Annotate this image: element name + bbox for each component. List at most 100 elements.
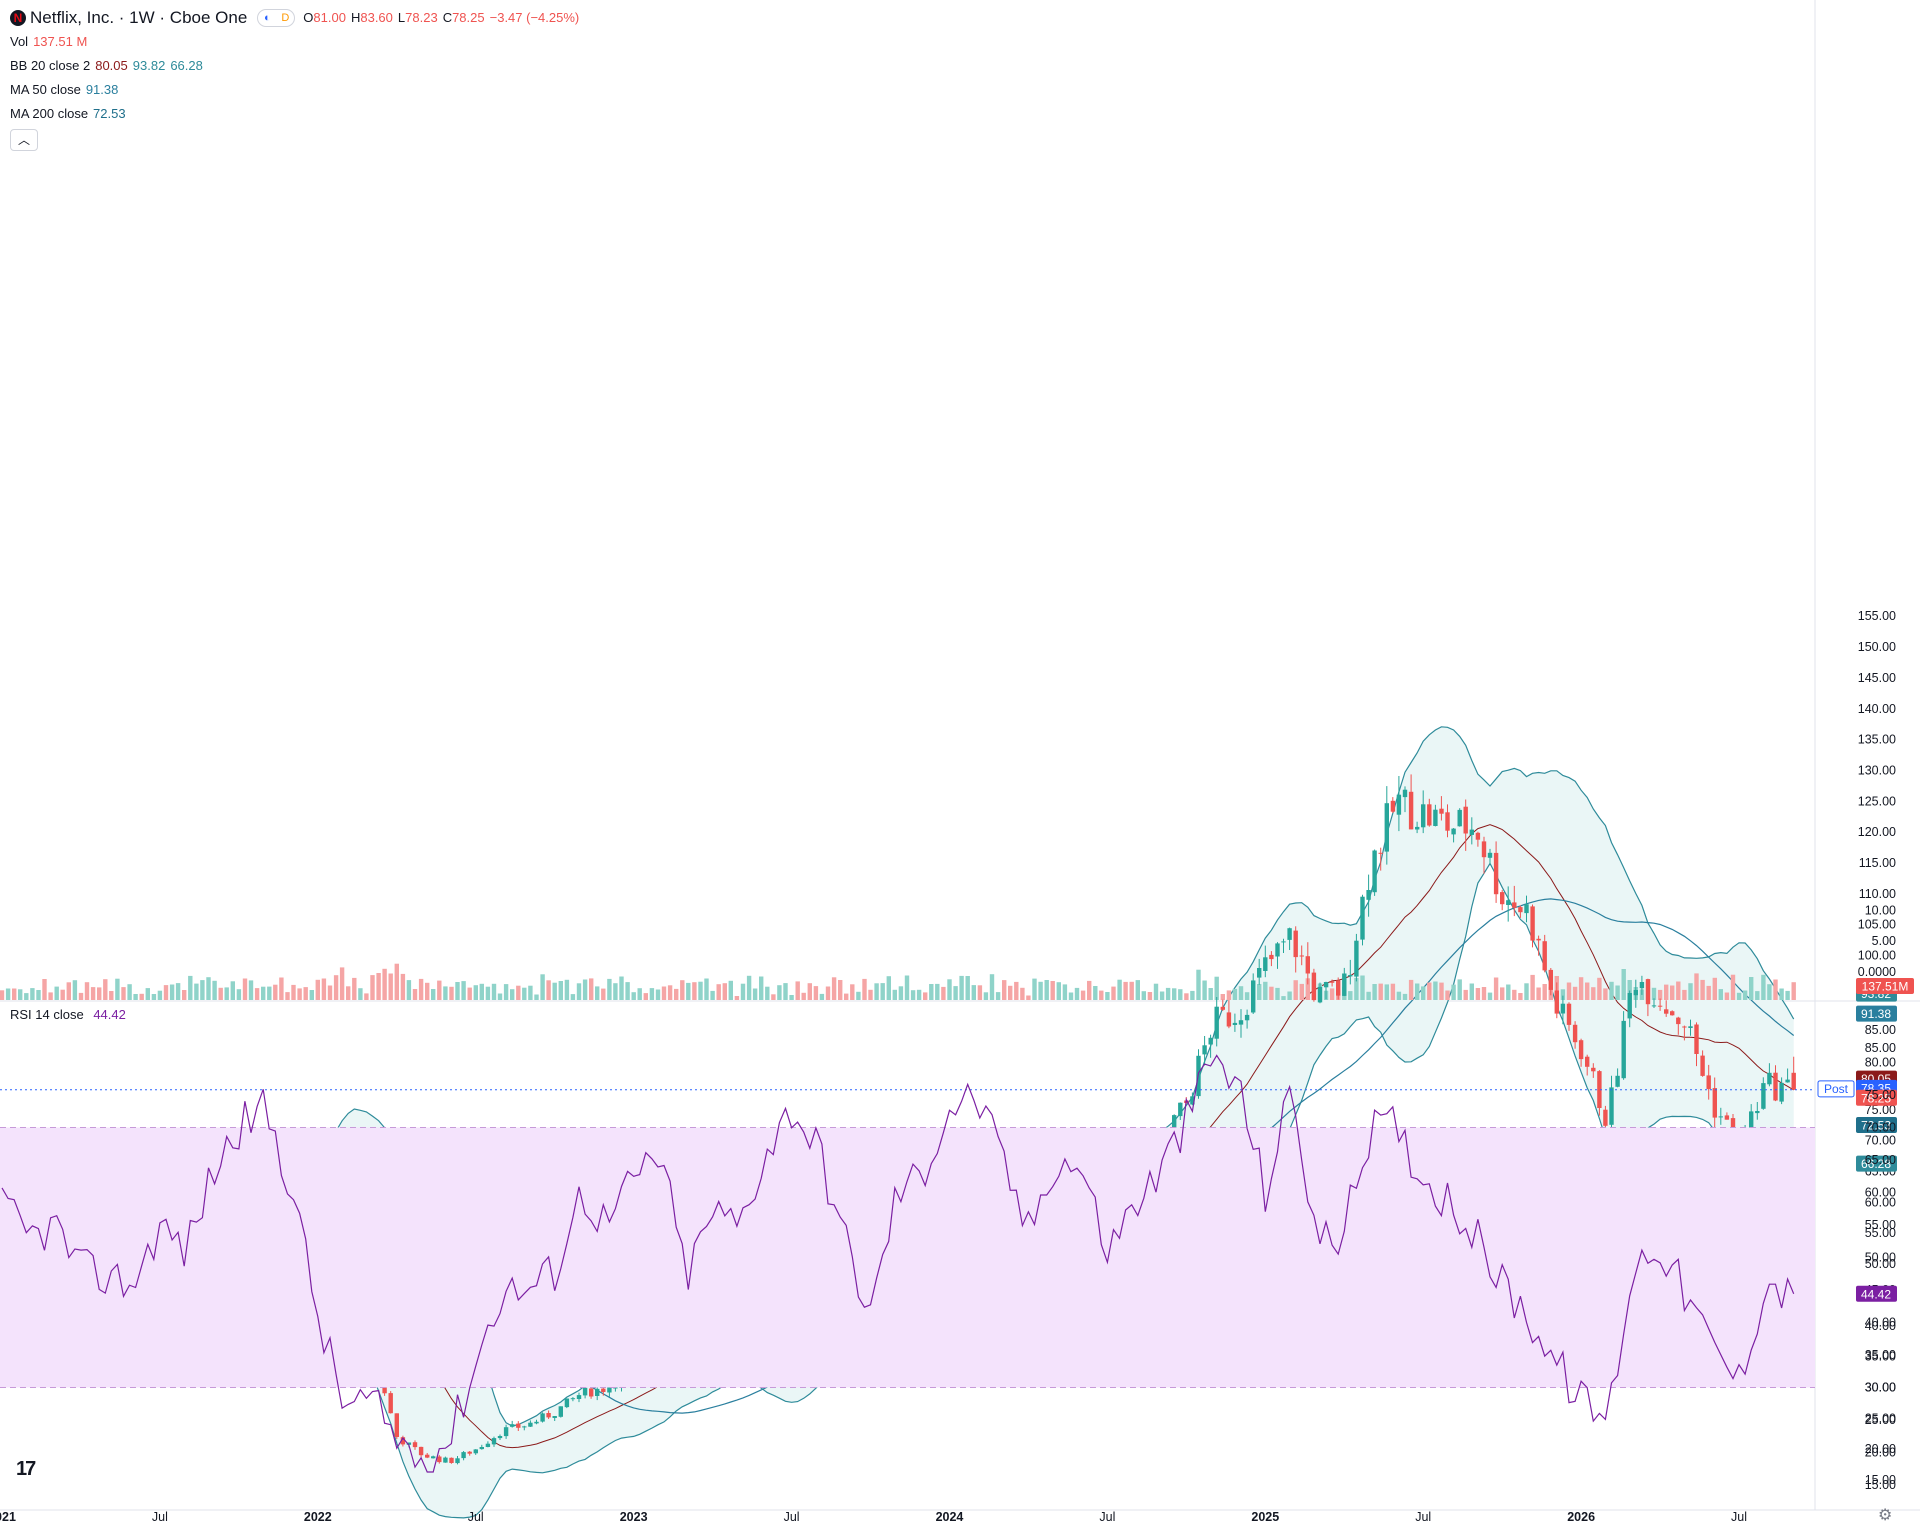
volume-bar	[1767, 984, 1772, 1000]
volume-bar	[1293, 980, 1298, 1000]
candle	[1415, 826, 1420, 830]
candle	[503, 1427, 509, 1437]
gear-icon[interactable]: ⚙	[1878, 1507, 1893, 1524]
volume-bar	[36, 990, 41, 1000]
volume-bar	[60, 989, 65, 1000]
volume-bar	[394, 963, 399, 1000]
volume-bar	[1038, 981, 1043, 1000]
volume-bar	[734, 996, 740, 1000]
bb-lower-tag-text: 66.28	[1861, 1157, 1891, 1171]
volume-bar	[1141, 991, 1146, 1000]
volume-bar	[218, 987, 223, 1000]
price-axis-tick: 115.00	[1859, 856, 1896, 870]
candle	[406, 1442, 412, 1445]
candle	[522, 1426, 527, 1428]
volume-bar	[1566, 982, 1572, 1000]
volume-bar	[1111, 986, 1116, 1000]
volume-bar	[1287, 991, 1292, 1000]
volume-bar	[953, 986, 958, 1000]
candle	[1257, 968, 1262, 978]
candle	[1202, 1045, 1207, 1055]
volume-bar	[157, 990, 163, 1000]
volume-bar	[880, 983, 885, 1000]
volume-bar	[752, 988, 758, 1000]
volume-bar	[479, 983, 484, 1000]
volume-axis-tick: 0.0000	[1858, 965, 1896, 979]
rsi-axis-tick: 25.00	[1865, 1413, 1896, 1427]
price-axis-tick: 40.00	[1865, 1319, 1896, 1333]
candle	[546, 1413, 551, 1418]
candle	[479, 1447, 484, 1450]
volume-bar	[1664, 984, 1669, 1000]
legend-ma200[interactable]: MA 200 close 72.53	[10, 102, 584, 126]
volume-bar	[303, 987, 308, 1000]
volume-bar	[333, 975, 339, 1000]
volume-axis-tick: 5.00	[1872, 934, 1896, 948]
volume-bar	[1220, 994, 1225, 1000]
bb-label: BB 20 close 2	[10, 58, 91, 73]
candle	[1172, 1115, 1177, 1130]
volume-bar	[121, 987, 126, 1000]
candle	[1578, 1040, 1584, 1060]
time-axis-tick: Jul	[152, 1510, 168, 1524]
volume-bar	[358, 988, 363, 1000]
volume-bar	[576, 983, 582, 1000]
volume-bar	[388, 973, 393, 1000]
candle	[1244, 1014, 1250, 1021]
volume-bar	[1354, 977, 1359, 1000]
symbol-title[interactable]: Netflix, Inc. · 1W · Cboe One	[30, 8, 248, 27]
volume-bar	[1463, 989, 1468, 1000]
candle	[1597, 1071, 1602, 1108]
volume-bar	[1153, 983, 1159, 1000]
volume-bar	[1172, 988, 1177, 1000]
ohlc-high-value: 83.60	[360, 10, 393, 25]
rsi-axis-tick: 70.00	[1865, 1121, 1896, 1135]
volume-bar	[1232, 988, 1238, 1000]
volume-bar	[1360, 975, 1365, 1000]
post-label-text: Post	[1824, 1082, 1849, 1096]
volume-bar	[916, 989, 922, 1000]
volume-bar	[1615, 985, 1620, 1000]
volume-bar	[48, 992, 53, 1000]
price-axis-tick: 155.00	[1858, 609, 1896, 623]
candle	[1220, 1006, 1225, 1010]
volume-bar	[601, 988, 606, 1000]
collapse-legend-button[interactable]: ︿	[10, 129, 38, 151]
candle	[552, 1416, 557, 1418]
tradingview-logo-icon[interactable]: 17	[16, 1458, 36, 1480]
volume-bar	[1591, 987, 1596, 1000]
volume-bar	[1026, 995, 1031, 1000]
post-label-bg	[1817, 1080, 1855, 1098]
volume-bar	[868, 989, 873, 1000]
volume-bar	[1014, 981, 1019, 1000]
volume-bar	[1609, 981, 1614, 1000]
volume-bar	[789, 995, 794, 1000]
candle	[1633, 990, 1638, 996]
volume-bar	[801, 992, 806, 1000]
candle	[516, 1423, 521, 1428]
legend-bb[interactable]: BB 20 close 2 80.05 93.82 66.28	[10, 54, 584, 78]
candle	[1524, 904, 1529, 914]
candle	[473, 1449, 478, 1454]
rsi-legend[interactable]: RSI 14 close 44.42	[10, 1007, 126, 1022]
volume-bar	[84, 982, 90, 1000]
volume-bar	[5, 988, 11, 1000]
volume-bar	[145, 988, 150, 1000]
volume-bar	[1044, 980, 1049, 1000]
volume-bar	[461, 981, 466, 1000]
candle	[534, 1421, 539, 1424]
ma200-label: MA 200 close	[10, 106, 89, 121]
volume-bar	[1657, 989, 1663, 1000]
volume-bar	[1791, 982, 1796, 1000]
price-axis-tick: 100.00	[1858, 949, 1896, 963]
session-pill[interactable]: ◐ D	[257, 9, 296, 27]
rsi-axis-tick: 60.00	[1865, 1186, 1896, 1200]
volume-bar	[449, 986, 454, 1000]
candle	[1755, 1111, 1760, 1114]
candle	[1390, 800, 1396, 812]
volume-bar	[1785, 990, 1790, 1000]
volume-bar	[309, 990, 314, 1000]
legend-vol[interactable]: Vol 137.51 M	[10, 30, 584, 54]
legend-ma50[interactable]: MA 50 close 91.38	[10, 78, 584, 102]
